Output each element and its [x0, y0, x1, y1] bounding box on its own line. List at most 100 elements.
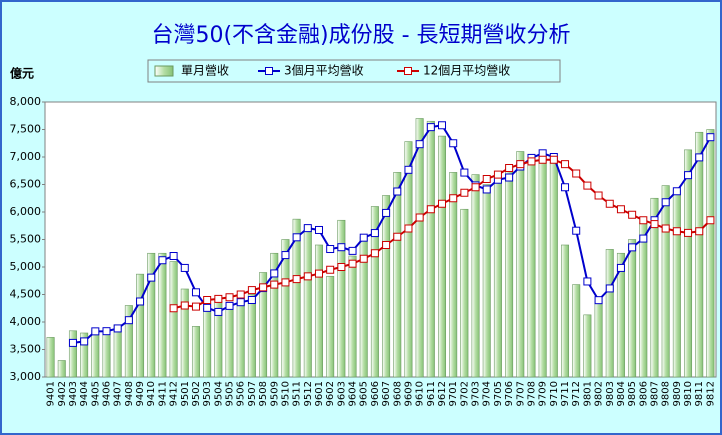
bar	[203, 307, 212, 378]
y-tick-label: 4,500	[10, 288, 42, 301]
marker	[102, 327, 111, 336]
bar	[505, 167, 514, 378]
marker	[326, 265, 335, 274]
marker	[180, 301, 189, 310]
marker	[214, 294, 223, 303]
chart-title: 台灣50(不含金融)成份股 - 長短期營收分析	[151, 23, 570, 48]
plot-area	[44, 101, 717, 378]
marker	[583, 181, 592, 190]
marker	[236, 298, 245, 307]
marker	[147, 273, 156, 282]
x-tick-label: 9501	[180, 381, 191, 406]
bar	[594, 300, 603, 378]
y-tick-label: 5,500	[10, 233, 42, 246]
marker	[404, 224, 413, 233]
x-tick-label: 9811	[694, 381, 705, 406]
bar	[415, 118, 424, 378]
x-tick-label: 9610	[415, 381, 426, 406]
bar	[695, 131, 704, 378]
y-tick-label: 3,500	[10, 343, 42, 356]
x-tick-label: 9404	[79, 381, 90, 406]
marker	[124, 316, 133, 325]
x-tick-label: 9705	[493, 381, 504, 406]
bar	[147, 252, 156, 378]
marker	[639, 216, 648, 225]
x-tick-label: 9704	[482, 381, 493, 406]
marker	[605, 199, 614, 208]
marker	[482, 185, 491, 194]
marker	[482, 175, 491, 183]
marker	[661, 224, 670, 233]
marker	[426, 205, 435, 214]
x-tick-label: 9402	[57, 381, 68, 406]
marker	[561, 160, 570, 169]
marker	[247, 286, 256, 295]
marker	[549, 155, 558, 164]
bar	[46, 337, 55, 378]
bar	[382, 195, 391, 378]
marker	[661, 198, 670, 207]
bar	[259, 272, 268, 378]
bar	[191, 326, 200, 378]
x-tick-label: 9708	[526, 381, 537, 406]
y-tick-label: 4,000	[10, 315, 42, 328]
x-tick-label: 9405	[90, 381, 101, 406]
bar	[549, 162, 558, 378]
marker	[247, 296, 256, 304]
bar	[113, 324, 122, 378]
marker	[650, 220, 659, 229]
x-tick-label: 9506	[236, 381, 247, 406]
marker	[292, 233, 301, 242]
marker	[169, 304, 178, 313]
marker	[695, 153, 704, 162]
marker	[605, 284, 614, 293]
marker	[91, 327, 100, 336]
marker	[572, 169, 581, 178]
marker	[326, 245, 335, 254]
x-tick-label: 9407	[113, 381, 124, 406]
marker	[113, 324, 122, 333]
bar	[68, 330, 77, 378]
x-tick-label: 9605	[359, 381, 370, 406]
marker	[639, 234, 648, 243]
bar	[706, 129, 715, 378]
marker	[270, 280, 279, 289]
marker	[471, 183, 480, 192]
bar	[91, 329, 100, 378]
x-tick-label: 9505	[225, 381, 236, 406]
y-tick-label: 5,000	[10, 260, 42, 273]
marker	[672, 227, 681, 236]
bar	[449, 172, 458, 378]
bar	[80, 332, 89, 378]
marker	[359, 254, 368, 263]
bar	[628, 239, 637, 378]
x-tick-label: 9809	[672, 381, 683, 406]
marker	[370, 249, 379, 258]
marker	[359, 233, 368, 242]
bar	[561, 244, 570, 378]
x-tick-label: 9502	[191, 381, 202, 406]
bar	[572, 284, 581, 378]
y-tick-label: 8,000	[10, 95, 42, 108]
y-tick-label: 6,000	[10, 205, 42, 218]
bar	[616, 252, 625, 378]
marker	[628, 210, 637, 219]
x-tick-label: 9702	[459, 381, 470, 406]
bar	[650, 197, 659, 378]
marker	[706, 216, 715, 225]
marker	[628, 243, 637, 252]
marker	[80, 337, 89, 346]
x-tick-label: 9510	[280, 381, 291, 406]
bar	[225, 307, 234, 378]
marker	[516, 160, 525, 169]
marker	[684, 171, 693, 180]
bar	[482, 184, 491, 378]
marker	[236, 290, 245, 299]
legend-label: 單月營收	[181, 64, 229, 78]
x-tick-label: 9607	[381, 381, 392, 406]
bar	[303, 225, 312, 378]
marker	[404, 165, 413, 174]
x-tick-label: 9707	[515, 381, 526, 406]
marker	[594, 296, 603, 305]
